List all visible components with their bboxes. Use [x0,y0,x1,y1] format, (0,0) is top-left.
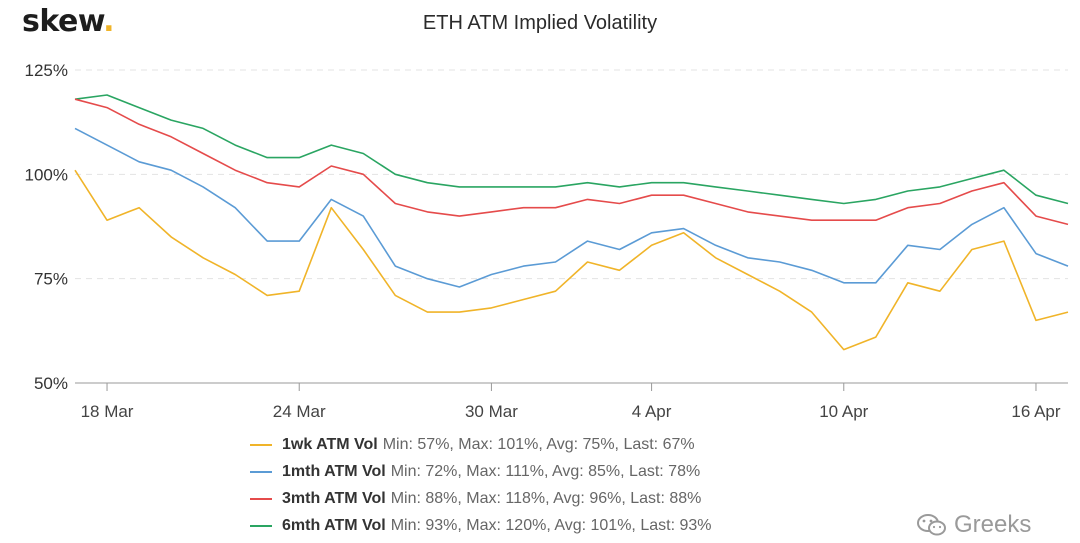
legend-series-stats: Min: 72%, Max: 111%, Avg: 85%, Last: 78% [390,462,701,480]
legend-item[interactable]: 3mth ATM Vol Min: 88%, Max: 118%, Avg: 96… [250,485,711,512]
brand-name: skew [22,4,104,39]
legend-series-name: 1wk ATM Vol [282,435,378,453]
legend-item[interactable]: 1mth ATM Vol Min: 72%, Max: 111%, Avg: 85… [250,458,711,485]
series-line-3mth-atm-vol [74,98,1069,226]
y-tick-label: 50% [34,374,68,393]
legend-item[interactable]: 6mth ATM Vol Min: 93%, Max: 120%, Avg: 10… [250,512,711,539]
brand-logo: skew. [22,4,115,39]
legend-swatch [250,443,272,446]
x-tick-label: 30 Mar [465,402,518,421]
series-layer [74,94,1069,351]
series-line-6mth-atm-vol [74,94,1069,205]
legend-item[interactable]: 1wk ATM Vol Min: 57%, Max: 101%, Avg: 75%… [250,431,711,458]
series-line-1mth-atm-vol [74,127,1069,288]
axis-layer: 50% 75% 100% 125% 18 Mar 24 Mar 30 Mar 4 Apr 10 … [25,61,1068,421]
y-tick-label: 75% [34,270,68,289]
x-tick-label: 10 Apr [819,402,868,421]
legend-series-stats: Min: 93%, Max: 120%, Avg: 101%, Last: 93… [390,516,712,534]
legend-series-stats: Min: 57%, Max: 101%, Avg: 75%, Last: 67% [382,435,695,453]
wechat-icon [917,514,946,536]
chart-title: ETH ATM Implied Volatility [423,12,657,34]
series-line-1wk-atm-vol [74,169,1069,351]
y-tick-label: 100% [25,165,68,184]
x-tick-label: 24 Mar [273,402,326,421]
legend-series-name: 3mth ATM Vol [282,489,386,507]
watermark: Greeks [916,511,1031,539]
legend-series-stats: Min: 88%, Max: 118%, Avg: 96%, Last: 88% [390,489,702,507]
legend-swatch [250,470,272,473]
y-tick-label: 125% [25,61,68,80]
legend-swatch [250,524,272,527]
chart-legend: 1wk ATM Vol Min: 57%, Max: 101%, Avg: 75%… [250,431,711,539]
watermark-text: Greeks [954,511,1032,538]
legend-series-name: 1mth ATM Vol [282,462,386,480]
x-tick-label: 16 Apr [1011,402,1060,421]
brand-dot: . [103,4,115,39]
legend-swatch [250,497,272,500]
legend-series-name: 6mth ATM Vol [282,516,386,534]
x-tick-label: 4 Apr [632,402,672,421]
x-tick-label: 18 Mar [81,402,134,421]
